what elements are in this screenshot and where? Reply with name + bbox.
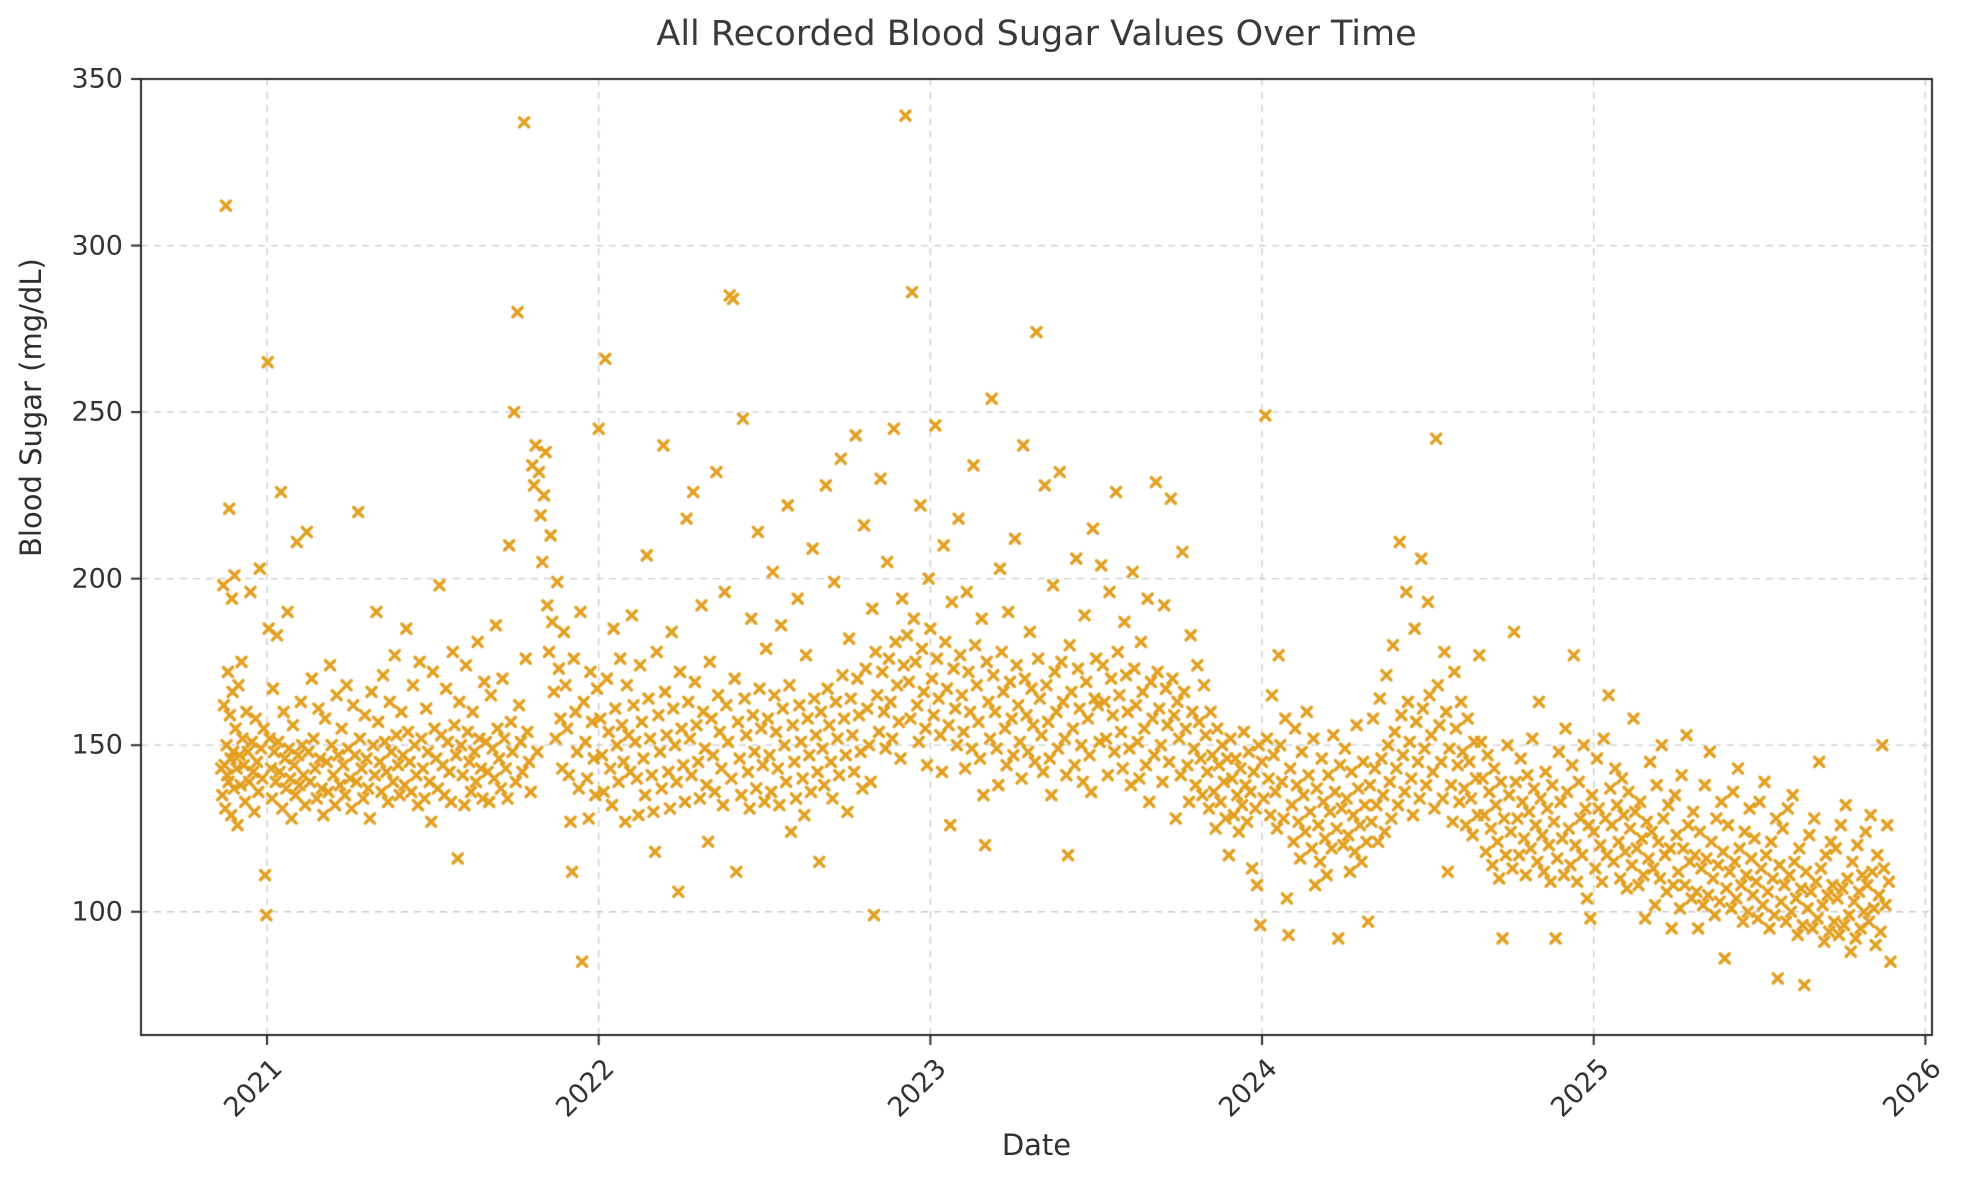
y-tick-label: 350 bbox=[71, 63, 123, 95]
y-tick-label: 200 bbox=[71, 563, 123, 595]
y-tick-label: 300 bbox=[71, 230, 123, 262]
x-axis-label: Date bbox=[1001, 1128, 1072, 1162]
y-tick-label: 250 bbox=[71, 396, 123, 428]
chart-title: All Recorded Blood Sugar Values Over Tim… bbox=[656, 14, 1417, 54]
y-tick-label: 100 bbox=[71, 896, 123, 928]
y-tick-label: 150 bbox=[71, 729, 123, 761]
